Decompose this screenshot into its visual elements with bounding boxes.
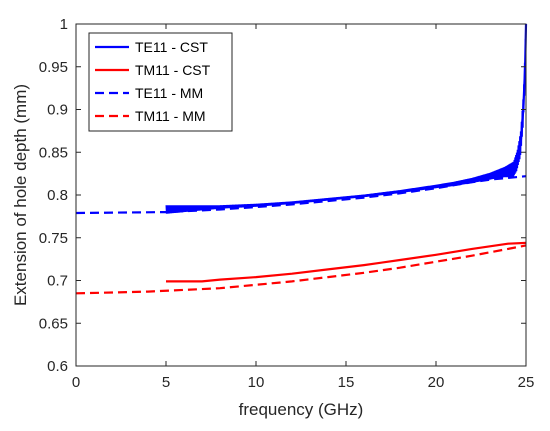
y-tick-label: 0.9 [47, 102, 68, 119]
x-tick-label: 20 [428, 374, 445, 391]
y-tick-label: 0.7 [47, 273, 68, 290]
y-tick-label: 0.75 [39, 230, 68, 247]
y-tick-label: 0.85 [39, 144, 68, 161]
legend-box [88, 32, 233, 132]
y-axis-ticks: 0.6 0.65 0.7 0.75 0.8 0.85 0.9 0.95 1 [39, 16, 526, 375]
x-tick-label: 10 [248, 374, 265, 391]
y-tick-label: 1 [60, 16, 68, 33]
series-ripple-te11-cst [165, 23, 527, 214]
x-tick-label: 5 [162, 374, 170, 391]
legend-entry: TE11 - MM [135, 85, 203, 101]
x-axis-label: frequency (GHz) [239, 400, 364, 419]
y-axis-label: Extension of hole depth (mm) [11, 84, 30, 306]
series-line-te11-mm [75, 175, 527, 215]
x-tick-label: 25 [518, 374, 535, 391]
y-tick-label: 0.95 [39, 59, 68, 76]
series-line-tm11-mm [75, 244, 527, 295]
x-tick-label: 15 [338, 374, 355, 391]
legend-entry: TE11 - CST [135, 39, 208, 55]
x-axis-ticks: 0 5 10 15 20 25 [72, 24, 535, 391]
y-tick-label: 0.6 [47, 358, 68, 375]
y-tick-label: 0.8 [47, 187, 68, 204]
y-tick-label: 0.65 [39, 315, 68, 332]
legend-entry: TM11 - CST [135, 62, 211, 78]
x-tick-label: 0 [72, 374, 80, 391]
legend: TE11 - CST TM11 - CST TE11 - MM TM11 - MM [88, 32, 233, 132]
series-layer [75, 23, 528, 295]
series-line-tm11-cst [166, 241, 527, 283]
legend-entry: TM11 - MM [135, 108, 206, 124]
